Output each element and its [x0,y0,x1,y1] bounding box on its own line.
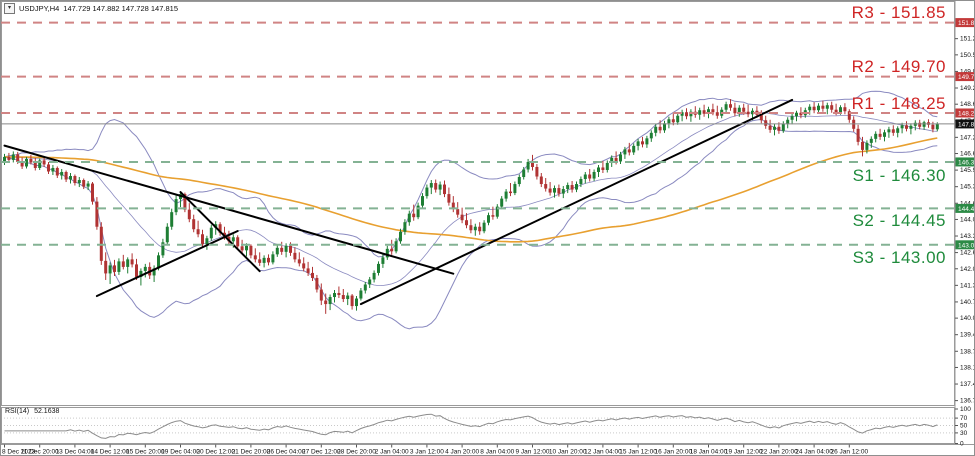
svg-text:10 Jan 20:00: 10 Jan 20:00 [549,449,587,456]
svg-text:143.000: 143.000 [958,242,975,249]
svg-text:22 Jan 20:00: 22 Jan 20:00 [760,449,798,456]
svg-text:9 Jan 12:00: 9 Jan 12:00 [516,449,550,456]
rsi-indicator-label: RSI(14) 52.1638 [5,408,62,415]
svg-text:18 Jan 04:00: 18 Jan 04:00 [690,449,728,456]
svg-text:4 Jan 20:00: 4 Jan 20:00 [445,449,479,456]
chart-title-bar: ▾ USDJPY,H4 147.729 147.882 147.728 147.… [4,3,178,14]
svg-text:145.315: 145.315 [960,184,975,191]
svg-text:136.795: 136.795 [960,398,975,405]
svg-text:50: 50 [960,423,968,430]
svg-text:146.300: 146.300 [958,159,975,166]
rsi-name: RSI(14) [5,408,30,415]
svg-text:2 Jan 04:00: 2 Jan 04:00 [375,449,409,456]
svg-text:100: 100 [960,406,971,413]
svg-text:3 Jan 12:00: 3 Jan 12:00 [410,449,444,456]
support-label-s2: S2 - 144.45 [852,211,946,230]
resistance-label-r1: R1 - 148.25 [851,94,946,113]
svg-text:137.455: 137.455 [960,381,975,388]
support-label-s1: S1 - 146.30 [852,166,946,185]
svg-text:30: 30 [960,430,968,437]
resistance-label-r2: R2 - 149.70 [851,57,946,76]
svg-text:12 Jan 04:00: 12 Jan 04:00 [584,449,622,456]
svg-text:151.210: 151.210 [960,36,975,43]
svg-text:140.725: 140.725 [960,299,975,306]
svg-text:70: 70 [960,415,968,422]
svg-text:13 Dec 04:00: 13 Dec 04:00 [56,449,95,456]
svg-text:149.245: 149.245 [960,85,975,92]
symbol-timeframe-label: USDJPY,H4 [19,4,60,13]
svg-text:146.635: 146.635 [960,151,975,158]
svg-text:0: 0 [960,441,964,448]
svg-text:143.350: 143.350 [960,233,975,240]
svg-text:19 Jan 12:00: 19 Jan 12:00 [725,449,763,456]
svg-text:21 Dec 20:00: 21 Dec 20:00 [232,449,271,456]
svg-text:26 Jan 12:00: 26 Jan 12:00 [831,449,869,456]
svg-text:147.815: 147.815 [958,121,975,128]
svg-text:16 Jan 20:00: 16 Jan 20:00 [655,449,693,456]
svg-text:15 Jan 12:00: 15 Jan 12:00 [619,449,657,456]
svg-text:144.450: 144.450 [958,206,975,213]
svg-text:148.250: 148.250 [958,110,975,117]
support-label-s3: S3 - 143.00 [852,248,946,267]
svg-text:28 Dec 20:00: 28 Dec 20:00 [337,449,376,456]
rsi-value: 52.1638 [34,408,60,415]
svg-text:144.010: 144.010 [960,216,975,223]
svg-text:148.600: 148.600 [960,101,975,108]
svg-text:24 Jan 04:00: 24 Jan 04:00 [795,449,833,456]
svg-text:138.115: 138.115 [960,364,975,371]
svg-text:141.385: 141.385 [960,282,975,289]
svg-text:8 Dec 2023: 8 Dec 2023 [2,449,36,456]
svg-text:142.690: 142.690 [960,250,975,257]
quote-values: 147.729 147.882 147.728 147.815 [63,4,178,13]
symbol-dropdown-icon[interactable]: ▾ [4,3,15,14]
svg-text:14 Dec 12:00: 14 Dec 12:00 [91,449,130,456]
svg-text:11 Dec 20:00: 11 Dec 20:00 [21,449,60,456]
svg-text:26 Dec 04:00: 26 Dec 04:00 [267,449,306,456]
svg-text:19 Dec 04:00: 19 Dec 04:00 [161,449,200,456]
svg-text:15 Dec 20:00: 15 Dec 20:00 [126,449,165,456]
svg-text:27 Dec 12:00: 27 Dec 12:00 [302,449,341,456]
svg-text:145.975: 145.975 [960,167,975,174]
svg-text:150.565: 150.565 [960,52,975,59]
svg-text:151.850: 151.850 [958,20,975,27]
svg-text:147.280: 147.280 [960,134,975,141]
svg-text:139.420: 139.420 [960,332,975,339]
svg-text:20 Dec 12:00: 20 Dec 12:00 [196,449,235,456]
svg-text:149.905: 149.905 [960,68,975,75]
resistance-label-r3: R3 - 151.85 [851,3,946,22]
svg-text:144.655: 144.655 [960,200,975,207]
svg-text:149.700: 149.700 [958,74,975,81]
svg-text:8 Jan 04:00: 8 Jan 04:00 [480,449,514,456]
svg-text:138.760: 138.760 [960,348,975,355]
svg-text:142.045: 142.045 [960,266,975,273]
svg-text:140.080: 140.080 [960,315,975,322]
